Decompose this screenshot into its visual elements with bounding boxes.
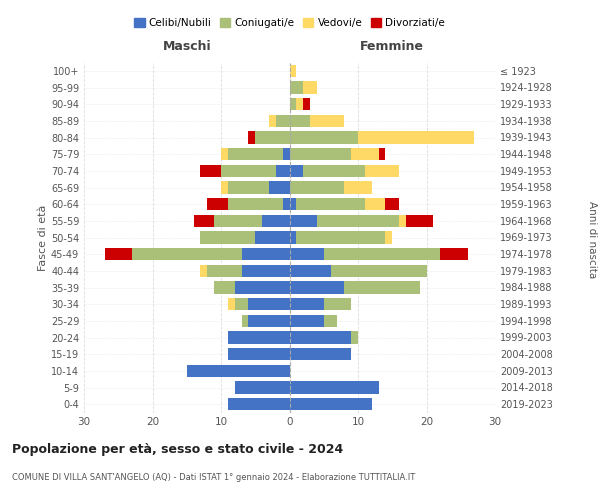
Bar — [290, 131, 358, 144]
Bar — [228, 348, 290, 360]
Bar — [385, 198, 399, 210]
Bar — [290, 298, 324, 310]
Bar — [248, 298, 290, 310]
Bar — [187, 364, 290, 377]
Bar — [235, 281, 290, 293]
Bar — [290, 164, 303, 177]
Bar — [290, 348, 351, 360]
Bar — [269, 181, 290, 194]
Y-axis label: Fasce di età: Fasce di età — [38, 204, 48, 270]
Bar — [290, 281, 344, 293]
Bar — [290, 331, 351, 344]
Text: COMUNE DI VILLA SANT'ANGELO (AQ) - Dati ISTAT 1° gennaio 2024 - Elaborazione TUT: COMUNE DI VILLA SANT'ANGELO (AQ) - Dati … — [12, 472, 415, 482]
Bar — [290, 381, 379, 394]
Bar — [317, 214, 399, 227]
Bar — [344, 181, 372, 194]
Bar — [303, 81, 317, 94]
Bar — [290, 98, 296, 110]
Bar — [303, 98, 310, 110]
Text: Anni di nascita: Anni di nascita — [587, 202, 597, 278]
Bar — [200, 164, 221, 177]
Bar — [214, 281, 235, 293]
Bar — [194, 214, 214, 227]
Bar — [228, 198, 283, 210]
Bar — [290, 114, 310, 127]
Bar — [331, 264, 427, 277]
Bar — [365, 198, 385, 210]
Bar — [132, 248, 242, 260]
Bar — [440, 248, 467, 260]
Bar — [262, 214, 290, 227]
Bar — [221, 148, 228, 160]
Bar — [228, 148, 283, 160]
Bar — [324, 248, 440, 260]
Bar — [221, 164, 276, 177]
Bar — [344, 281, 419, 293]
Bar — [351, 331, 358, 344]
Bar — [351, 148, 379, 160]
Legend: Celibi/Nubili, Coniugati/e, Vedovi/e, Divorziati/e: Celibi/Nubili, Coniugati/e, Vedovi/e, Di… — [130, 14, 449, 32]
Bar — [290, 231, 296, 244]
Bar — [242, 248, 290, 260]
Bar — [290, 214, 317, 227]
Bar — [296, 198, 365, 210]
Bar — [208, 264, 242, 277]
Bar — [385, 231, 392, 244]
Bar — [296, 231, 385, 244]
Bar — [310, 114, 344, 127]
Bar — [228, 398, 290, 410]
Bar — [324, 314, 337, 327]
Bar — [228, 298, 235, 310]
Bar — [290, 181, 344, 194]
Bar — [248, 131, 255, 144]
Bar — [269, 114, 276, 127]
Bar — [379, 148, 385, 160]
Bar — [255, 231, 290, 244]
Bar — [283, 148, 290, 160]
Bar — [365, 164, 399, 177]
Bar — [221, 181, 228, 194]
Bar — [255, 131, 290, 144]
Bar — [214, 214, 262, 227]
Bar — [290, 198, 296, 210]
Bar — [290, 314, 324, 327]
Bar — [303, 164, 365, 177]
Bar — [228, 181, 269, 194]
Bar — [235, 381, 290, 394]
Bar — [290, 248, 324, 260]
Bar — [248, 314, 290, 327]
Bar — [200, 264, 208, 277]
Bar — [104, 248, 132, 260]
Bar — [283, 198, 290, 210]
Bar — [228, 331, 290, 344]
Bar — [406, 214, 433, 227]
Bar — [358, 131, 475, 144]
Bar — [208, 198, 228, 210]
Text: Maschi: Maschi — [163, 40, 211, 52]
Bar — [242, 264, 290, 277]
Bar — [290, 81, 303, 94]
Bar — [290, 64, 296, 77]
Bar — [276, 164, 290, 177]
Bar — [290, 148, 351, 160]
Text: Femmine: Femmine — [360, 40, 424, 52]
Bar — [276, 114, 290, 127]
Bar — [290, 398, 372, 410]
Bar — [399, 214, 406, 227]
Bar — [200, 231, 255, 244]
Text: Popolazione per età, sesso e stato civile - 2024: Popolazione per età, sesso e stato civil… — [12, 442, 343, 456]
Bar — [296, 98, 303, 110]
Bar — [235, 298, 248, 310]
Bar — [290, 264, 331, 277]
Bar — [324, 298, 351, 310]
Bar — [242, 314, 248, 327]
